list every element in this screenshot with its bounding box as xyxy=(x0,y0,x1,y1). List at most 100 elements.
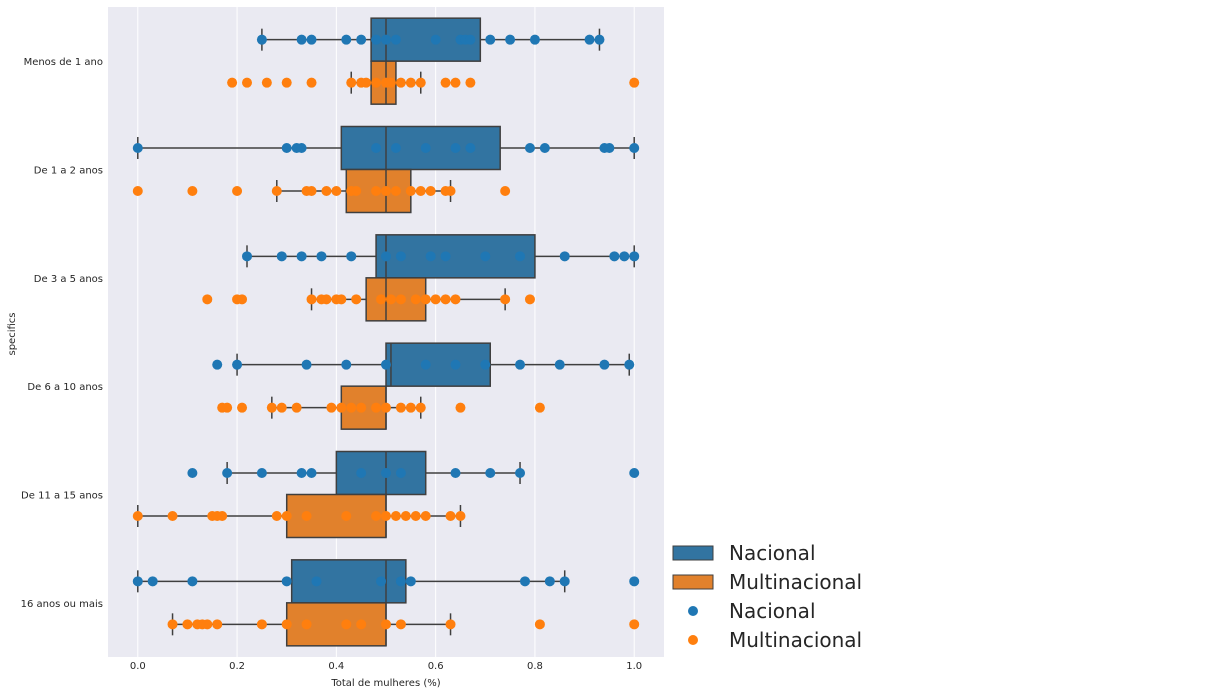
data-point xyxy=(395,468,406,478)
plot-background xyxy=(108,7,664,657)
data-point xyxy=(371,186,382,196)
data-point xyxy=(281,77,292,88)
data-point xyxy=(415,77,426,88)
data-point xyxy=(371,511,382,521)
data-point xyxy=(604,143,615,153)
data-point xyxy=(584,34,595,45)
data-point xyxy=(450,468,461,478)
data-point xyxy=(524,294,535,305)
data-point xyxy=(376,294,387,305)
legend-label: Multinacional xyxy=(729,628,862,652)
x-axis-label: Total de mulheres (%) xyxy=(330,678,440,689)
data-point xyxy=(381,359,391,370)
data-point xyxy=(266,402,277,413)
data-point xyxy=(306,468,317,478)
data-point xyxy=(132,576,143,587)
data-point xyxy=(465,143,476,153)
legend-label: Multinacional xyxy=(729,570,862,594)
data-point xyxy=(256,34,267,45)
data-point xyxy=(276,402,287,413)
data-point xyxy=(321,294,332,305)
data-point xyxy=(520,576,530,587)
data-point xyxy=(202,619,213,630)
data-point xyxy=(624,359,635,370)
legend: Nacional Multinacional Nacional Multinacion… xyxy=(672,541,862,652)
data-point xyxy=(395,294,406,305)
data-point xyxy=(371,402,382,413)
data-point xyxy=(505,34,516,45)
y-tick-label: Menos de 1 ano xyxy=(24,57,103,68)
data-point xyxy=(227,77,238,88)
data-point xyxy=(187,186,198,196)
y-tick-label: De 3 a 5 anos xyxy=(34,274,103,285)
data-point xyxy=(524,143,535,153)
data-point xyxy=(202,294,213,305)
data-point xyxy=(212,359,223,370)
data-point xyxy=(485,34,496,45)
data-point xyxy=(405,186,416,196)
data-point xyxy=(212,619,223,630)
data-point xyxy=(356,34,367,45)
data-point xyxy=(346,402,357,413)
data-point xyxy=(346,251,357,262)
data-point xyxy=(440,294,451,305)
data-point xyxy=(395,77,406,88)
data-point xyxy=(420,143,431,153)
data-point xyxy=(395,576,406,587)
data-point xyxy=(341,619,352,630)
data-point xyxy=(465,34,476,45)
data-point xyxy=(385,294,396,305)
data-point xyxy=(281,576,292,587)
data-point xyxy=(515,359,526,370)
data-point xyxy=(356,402,367,413)
data-point xyxy=(356,619,367,630)
data-point xyxy=(341,511,352,521)
data-point xyxy=(132,186,143,196)
legend-box-swatch xyxy=(672,574,714,590)
data-point xyxy=(256,468,267,478)
data-point xyxy=(390,511,401,521)
data-point xyxy=(619,251,630,262)
data-point xyxy=(599,359,610,370)
data-point xyxy=(629,251,640,262)
data-point xyxy=(390,186,401,196)
data-point xyxy=(445,619,456,630)
data-point xyxy=(187,576,198,587)
data-point xyxy=(539,143,550,153)
data-point xyxy=(242,77,252,88)
data-point xyxy=(410,511,421,521)
data-point xyxy=(629,468,640,478)
data-point xyxy=(276,251,287,262)
data-point xyxy=(306,34,317,45)
data-point xyxy=(534,402,545,413)
data-point xyxy=(500,186,511,196)
data-point xyxy=(385,77,396,88)
data-point xyxy=(554,359,565,370)
data-point xyxy=(629,77,640,88)
data-point xyxy=(296,251,307,262)
data-point xyxy=(450,143,461,153)
data-point xyxy=(351,294,362,305)
data-point xyxy=(381,402,391,413)
data-point xyxy=(395,251,406,262)
legend-label: Nacional xyxy=(729,599,816,623)
data-point xyxy=(281,143,292,153)
data-point xyxy=(450,359,461,370)
data-point xyxy=(405,77,416,88)
data-point xyxy=(326,402,337,413)
y-tick-label: De 1 a 2 anos xyxy=(34,166,103,177)
data-point xyxy=(381,251,391,262)
data-point xyxy=(361,77,372,88)
x-tick-label: 0.8 xyxy=(527,661,543,672)
data-point xyxy=(420,359,431,370)
data-point xyxy=(629,143,640,153)
legend-label: Nacional xyxy=(729,541,816,565)
y-axis-label: specifics xyxy=(7,313,18,356)
data-point xyxy=(515,251,526,262)
data-point xyxy=(306,77,317,88)
data-point xyxy=(609,251,620,262)
data-point xyxy=(415,402,426,413)
data-point xyxy=(381,34,391,45)
data-point xyxy=(440,77,451,88)
